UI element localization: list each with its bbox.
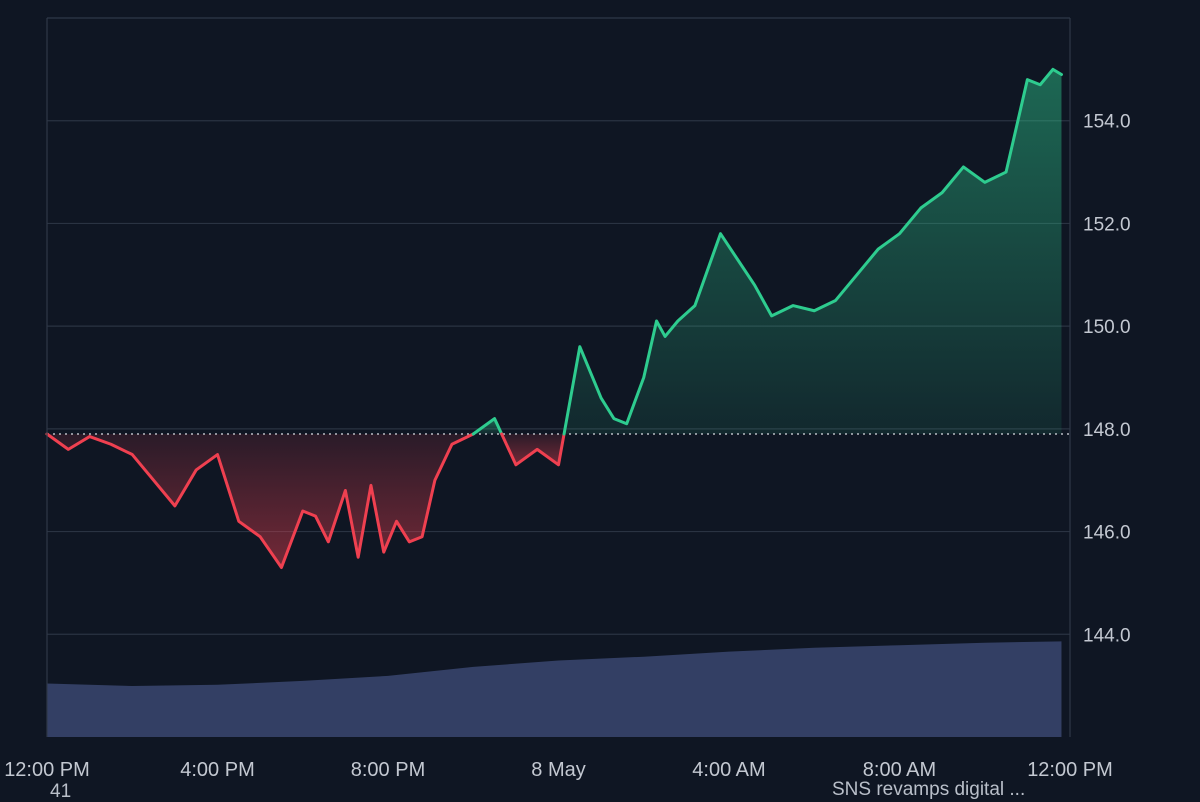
y-axis: 144.0 146.0 148.0 150.0 152.0 154.0	[1083, 112, 1131, 647]
x-tick-label: 12:00 PM	[4, 759, 90, 781]
y-tick-label: 154.0	[1083, 112, 1131, 133]
x-tick-label: 4:00 AM	[692, 759, 765, 781]
area-above-baseline	[564, 69, 1062, 434]
x-tick-label: 8:00 PM	[351, 759, 425, 781]
grid-lines	[47, 120, 1070, 635]
x-tick-label: 8 May	[531, 759, 585, 781]
volume-area	[47, 641, 1062, 737]
footer-news-headline[interactable]: SNS revamps digital ...	[832, 780, 1026, 799]
area-below-baseline	[47, 433, 474, 568]
price-fill	[47, 69, 1062, 568]
y-tick-label: 144.0	[1083, 625, 1131, 646]
x-tick-label: 4:00 PM	[180, 759, 254, 781]
y-tick-label: 146.0	[1083, 523, 1131, 544]
line-segment-up	[562, 67, 1063, 436]
y-tick-label: 148.0	[1083, 420, 1131, 441]
line-segment-down	[45, 432, 475, 570]
footer-left-text: 41	[50, 781, 72, 802]
plot-frame	[46, 17, 1071, 737]
x-axis: 12:00 PM 4:00 PM 8:00 PM 8 May 4:00 AM 8:00 A…	[4, 759, 1113, 781]
y-tick-label: 152.0	[1083, 214, 1131, 235]
line-segment-down	[500, 432, 566, 467]
x-tick-label: 12:00 PM	[1027, 759, 1113, 781]
line-segment-up	[471, 417, 504, 436]
volume-bars	[47, 641, 1062, 737]
x-tick-label: 8:00 AM	[863, 759, 936, 781]
price-line	[45, 67, 1063, 570]
y-tick-label: 150.0	[1083, 317, 1131, 338]
area-below-baseline	[501, 433, 565, 465]
